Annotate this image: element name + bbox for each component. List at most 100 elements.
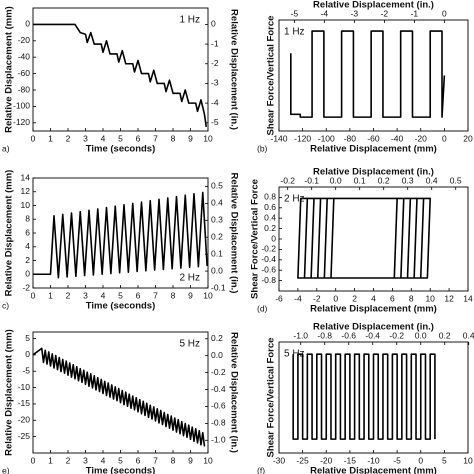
annotation: 1 Hz <box>179 15 200 26</box>
y-tick-label: -0.8 <box>261 275 276 285</box>
y2-tick-label: -0.6 <box>211 401 226 411</box>
x-tick-label: -80 <box>344 133 357 143</box>
x-tick-label: -20 <box>415 133 428 143</box>
x2-tick-label: -1.0 <box>293 330 308 340</box>
y-tick-label: -20 <box>18 35 31 45</box>
x2-tick-label: 0.2 <box>439 330 451 340</box>
y-tick-label: 0.6 <box>264 202 276 212</box>
y-tick-label: 10 <box>21 200 31 210</box>
plot-area <box>290 30 446 118</box>
x2-tick-label: -0.6 <box>341 330 356 340</box>
x-tick-label: 3 <box>83 133 88 143</box>
y-tick-label: -10 <box>18 382 31 392</box>
x-tick-label: 4 <box>101 455 106 465</box>
x2-tick-label: 0.5 <box>450 175 462 185</box>
y-tick-label: -0.4 <box>261 254 276 264</box>
plot-area <box>33 23 208 128</box>
x2-axis-label: Relative Displacement (in.) <box>313 0 434 11</box>
x-tick-label: 10 <box>203 133 213 143</box>
panel: -30 -25 -20 -15 -10 -5 0 5 10 -1.0 -0.8 -0.6 -0.4 -0.… <box>257 322 474 474</box>
x2-tick-label: -0.2 <box>389 330 404 340</box>
y-tick-label: 2 <box>25 255 30 265</box>
y-tick-label: 0.2 <box>264 223 276 233</box>
x-tick-label: 2 <box>352 293 357 303</box>
x-tick-label: -10 <box>367 455 380 465</box>
x2-tick-label: 0.3 <box>402 175 414 185</box>
plot-frame <box>32 331 209 454</box>
y2-tick-label: -0.4 <box>211 384 226 394</box>
y-tick-label: 5 <box>25 333 30 343</box>
x-tick-label: 4 <box>101 133 106 143</box>
plot-area <box>292 353 436 440</box>
y-tick-label: 14 <box>21 172 31 182</box>
annotation: 5 Hz <box>284 349 305 360</box>
x-tick-label: -15 <box>344 455 357 465</box>
x-tick-label: -6 <box>275 293 283 303</box>
y2-tick-label: 0.1 <box>211 248 223 258</box>
x2-tick-label: 0.0 <box>330 175 342 185</box>
x-tick-label: 4 <box>101 290 106 300</box>
x-tick-label: 6 <box>136 133 141 143</box>
x-axis-label: Relative Displacement (mm) <box>310 144 437 155</box>
x-tick-label: 9 <box>188 133 193 143</box>
x-tick-label: -40 <box>391 133 404 143</box>
x2-tick-label: -1 <box>411 8 419 18</box>
x-tick-label: 0 <box>31 290 36 300</box>
x-tick-label: 10 <box>203 455 213 465</box>
x2-axis-label: Relative Displacement (in.) <box>313 322 434 333</box>
panel-label: (b) <box>257 143 268 153</box>
x-tick-label: 6 <box>390 293 395 303</box>
x2-tick-label: 0.0 <box>415 330 427 340</box>
x-tick-label: 6 <box>136 290 141 300</box>
data-line <box>33 347 206 447</box>
plot-frame <box>32 7 209 132</box>
y-tick-label: -20 <box>18 415 31 425</box>
x-tick-label: -25 <box>296 455 309 465</box>
x-tick-label: 5 <box>118 133 123 143</box>
y2-tick-label: 0.2 <box>211 333 223 343</box>
data-line <box>297 197 431 279</box>
panel: 0 1 2 3 4 5 6 7 8 9 10-202468101214-0.10.00.10.20.… <box>2 170 239 312</box>
x-tick-label: 1 <box>48 290 53 300</box>
x-tick-label: -2 <box>313 293 321 303</box>
x-tick-label: 1 <box>48 133 53 143</box>
y2-tick-label: -4 <box>211 97 219 107</box>
x2-tick-label: -2 <box>381 8 389 18</box>
y-axis-label: Relative Displacement (mm) <box>4 329 15 456</box>
y2-tick-label: 0.0 <box>211 350 223 360</box>
x2-tick-label: -4 <box>321 8 329 18</box>
y-tick-label: 8 <box>25 214 30 224</box>
panel-label: (d) <box>257 303 268 313</box>
plot-area <box>297 197 431 279</box>
y2-tick-label: -2 <box>211 58 219 68</box>
y-tick-label: 0 <box>25 269 30 279</box>
x-axis-label: Relative Displacement (mm) <box>310 466 437 474</box>
y-tick-label: -25 <box>18 431 31 441</box>
y2-tick-label: -3 <box>211 78 219 88</box>
y-tick-label: -60 <box>18 68 31 78</box>
y2-tick-label: 0.2 <box>211 231 223 241</box>
x2-tick-label: -0.4 <box>365 330 380 340</box>
x-tick-label: 7 <box>153 455 158 465</box>
x-tick-label: -60 <box>367 133 380 143</box>
panel: 0 1 2 3 4 5 6 7 8 9 100-20-40-60-80-100-1200-1-2-3… <box>2 6 239 154</box>
panel: -6 -4 -2 0 2 4 6 8 10 12 14 -0.2 -0.1 0.0 0.1 0.2 0.3 0.4… <box>250 167 473 315</box>
panel: 0 1 2 3 4 5 6 7 8 9 10 5 0 -5 -10 -15 -20 -25 0.2 0.0 -0.2 -0… <box>2 329 239 474</box>
x-tick-label: -5 <box>393 455 401 465</box>
x-tick-label: 20 <box>463 133 473 143</box>
y-axis-label: Relative Displacement (mm) <box>4 170 15 297</box>
x-axis-label: Time (seconds) <box>86 144 156 155</box>
y2-axis-label: Relative Displacement (in.) <box>228 173 239 294</box>
x-tick-label: -140 <box>270 133 287 143</box>
y-tick-label: -40 <box>18 51 31 61</box>
y-tick-label: 4 <box>25 241 30 251</box>
x-tick-label: 12 <box>444 293 454 303</box>
x-axis-label: Time (seconds) <box>86 466 156 474</box>
x-axis-label: Time (seconds) <box>86 301 156 312</box>
y2-tick-label: -0.8 <box>211 418 226 428</box>
annotation: 1 Hz <box>284 27 305 38</box>
annotation: 2 Hz <box>179 273 200 284</box>
x2-tick-label: -0.1 <box>304 175 319 185</box>
x-tick-label: 5 <box>442 455 447 465</box>
y-tick-label: 6 <box>25 227 30 237</box>
